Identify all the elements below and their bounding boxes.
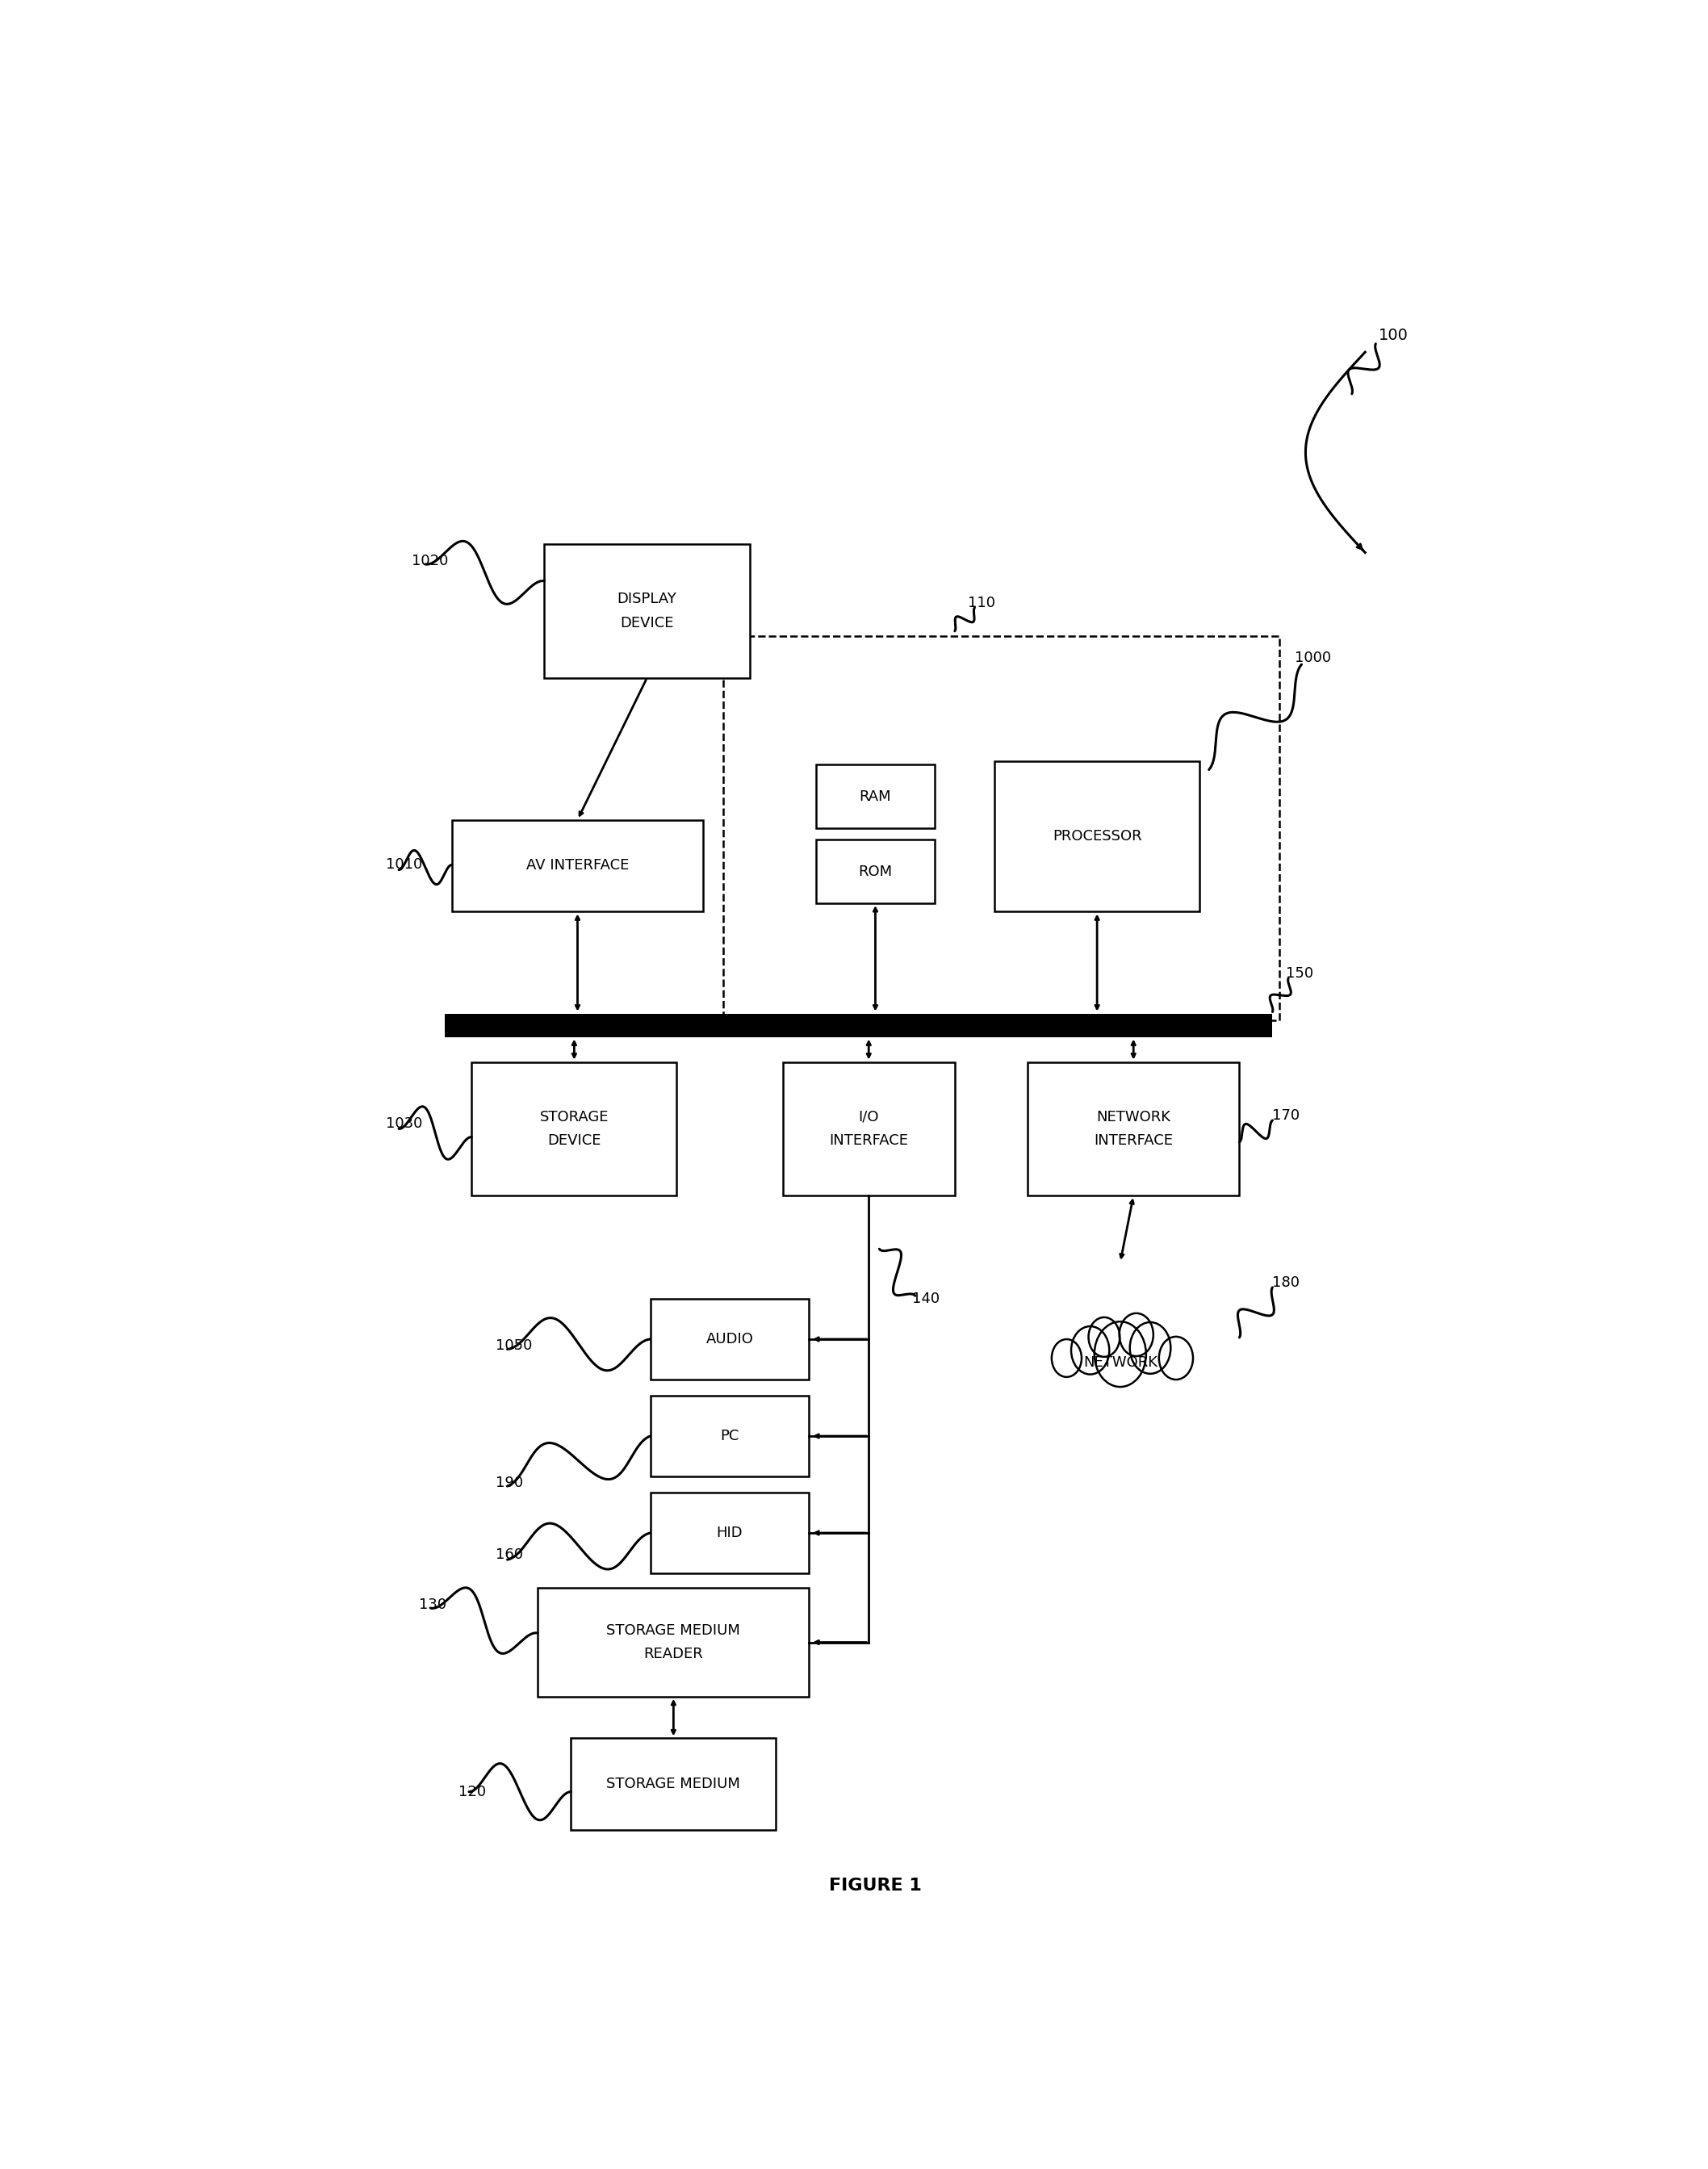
Bar [816,766,934,829]
Bar [446,1013,1272,1037]
Circle shape [1095,1321,1146,1386]
Circle shape [1160,1336,1192,1379]
Text: I/O
INTERFACE: I/O INTERFACE [828,1111,909,1147]
Bar [994,761,1199,911]
Text: DISPLAY
DEVICE: DISPLAY DEVICE [617,592,676,629]
Circle shape [1071,1325,1108,1375]
Text: PC: PC [721,1429,740,1442]
Text: FIGURE 1: FIGURE 1 [828,1878,922,1894]
Text: HID: HID [717,1525,743,1540]
Bar [782,1063,955,1195]
Circle shape [1129,1323,1170,1373]
Text: 180: 180 [1272,1275,1300,1291]
Text: 1000: 1000 [1295,651,1332,666]
Text: 160: 160 [495,1546,523,1562]
Bar [722,636,1279,1019]
Text: RAM: RAM [859,790,892,805]
Bar [538,1588,810,1696]
Bar [816,839,934,902]
Text: 1050: 1050 [495,1338,533,1353]
Bar [570,1737,775,1831]
Text: 1020: 1020 [412,553,449,568]
Text: 100: 100 [1378,328,1407,343]
Text: STORAGE MEDIUM
READER: STORAGE MEDIUM READER [606,1622,741,1661]
Text: AV INTERFACE: AV INTERFACE [526,859,629,872]
Text: STORAGE MEDIUM: STORAGE MEDIUM [606,1776,741,1792]
Text: 170: 170 [1272,1108,1300,1124]
Text: 1010: 1010 [386,857,422,872]
Text: STORAGE
DEVICE: STORAGE DEVICE [540,1111,608,1147]
Circle shape [1052,1338,1081,1377]
Circle shape [1088,1317,1120,1358]
Bar [651,1397,810,1477]
Text: PROCESSOR: PROCESSOR [1052,829,1141,844]
Text: 140: 140 [912,1293,939,1306]
Bar [471,1063,676,1195]
Bar [1028,1063,1240,1195]
Text: 130: 130 [418,1599,446,1612]
Circle shape [1119,1312,1153,1356]
Text: 1030: 1030 [386,1117,422,1130]
Text: 110: 110 [968,596,996,609]
Text: ROM: ROM [859,863,892,878]
Text: 190: 190 [495,1475,523,1490]
Text: AUDIO: AUDIO [705,1332,753,1347]
Bar [451,820,704,911]
Text: NETWORK
INTERFACE: NETWORK INTERFACE [1093,1111,1173,1147]
Bar [545,544,750,677]
Bar [651,1299,810,1379]
Text: NETWORK: NETWORK [1083,1356,1158,1371]
Text: 120: 120 [458,1785,487,1798]
Bar [651,1492,810,1573]
Text: 150: 150 [1286,965,1313,980]
